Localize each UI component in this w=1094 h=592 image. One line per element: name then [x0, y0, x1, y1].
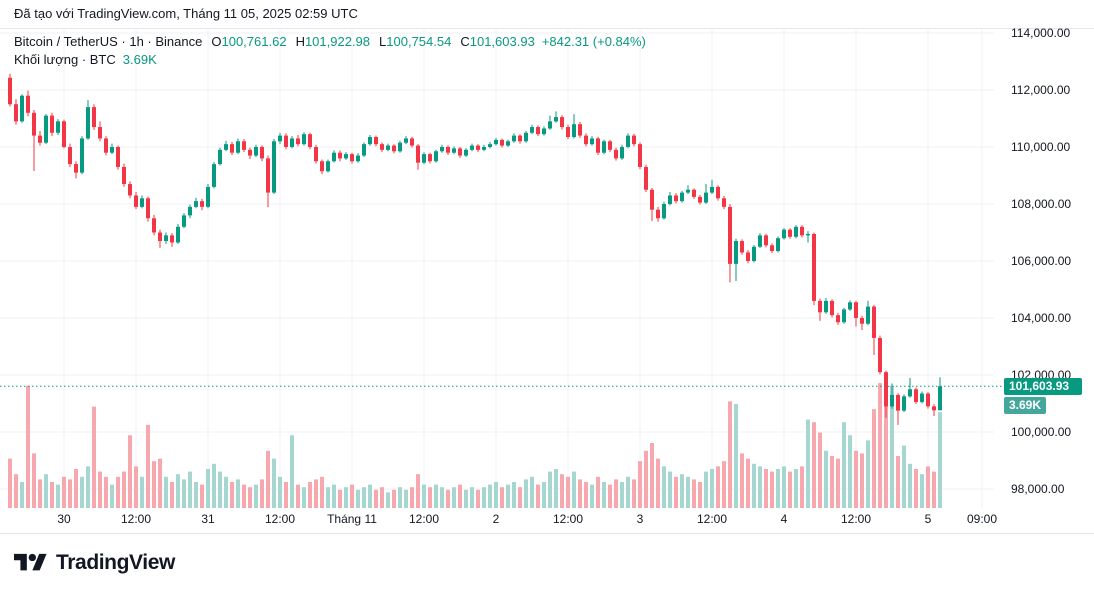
price-tick-label: 108,000.00: [1011, 197, 1072, 211]
tradingview-logo-text: TradingView: [56, 551, 175, 574]
low-value: 100,754.54: [386, 34, 452, 49]
time-tick-label: 12:00: [696, 512, 728, 526]
price-tick-label: 106,000.00: [1011, 254, 1072, 268]
tradingview-logo-icon: [14, 553, 47, 571]
attribution-text: Đã tạo với TradingView.com, Tháng 11 05,…: [14, 6, 358, 21]
time-axis-divider: [0, 533, 1094, 534]
time-tick-label: 09:00: [966, 512, 998, 526]
time-tick-label: 4: [780, 512, 788, 526]
legend-symbol-row: Bitcoin / TetherUS · 1h · Binance O100,76…: [14, 33, 646, 51]
time-tick-label: 12:00: [552, 512, 584, 526]
open-label: O: [211, 34, 222, 49]
price-tick-label: 112,000.00: [1011, 83, 1071, 97]
volume-value: 3.69K: [122, 52, 157, 67]
time-tick-label: 12:00: [120, 512, 152, 526]
close-label: C: [460, 34, 470, 49]
time-tick-label: 5: [924, 512, 932, 526]
time-tick-label: 12:00: [840, 512, 872, 526]
last-price-badge: 101,603.93: [1004, 378, 1082, 396]
legend-volume-row: Khối lượng · BTC 3.69K: [14, 51, 646, 69]
high-value: 101,922.98: [304, 34, 371, 49]
time-tick-label: Tháng 11: [327, 512, 377, 526]
price-tick-label: 110,000.00: [1011, 140, 1071, 154]
close-value: 101,603.93: [469, 34, 535, 49]
low-label: L: [379, 34, 387, 49]
high-label: H: [295, 34, 305, 49]
price-tick-label: 100,000.00: [1011, 425, 1072, 439]
change-value: +842.31 (+0.84%): [541, 34, 646, 49]
time-tick-label: 3: [636, 512, 644, 526]
chart-legend: Bitcoin / TetherUS · 1h · Binance O100,76…: [14, 33, 646, 69]
time-tick-label: 30: [57, 512, 71, 526]
time-tick-label: 31: [201, 512, 215, 526]
time-tick-label: 12:00: [408, 512, 440, 526]
time-tick-label: 12:00: [264, 512, 296, 526]
price-tick-label: 114,000.00: [1011, 26, 1071, 40]
time-tick-label: 2: [492, 512, 500, 526]
open-value: 100,761.62: [221, 34, 287, 49]
header-divider: [0, 28, 1094, 29]
last-volume-badge: 3.69K: [1004, 397, 1047, 415]
volume-title: Khối lượng · BTC: [14, 52, 116, 67]
symbol-title: Bitcoin / TetherUS · 1h · Binance: [14, 34, 203, 49]
price-tick-label: 98,000.00: [1011, 482, 1065, 496]
price-tick-label: 104,000.00: [1011, 311, 1072, 325]
tradingview-logo[interactable]: TradingView: [14, 550, 175, 576]
